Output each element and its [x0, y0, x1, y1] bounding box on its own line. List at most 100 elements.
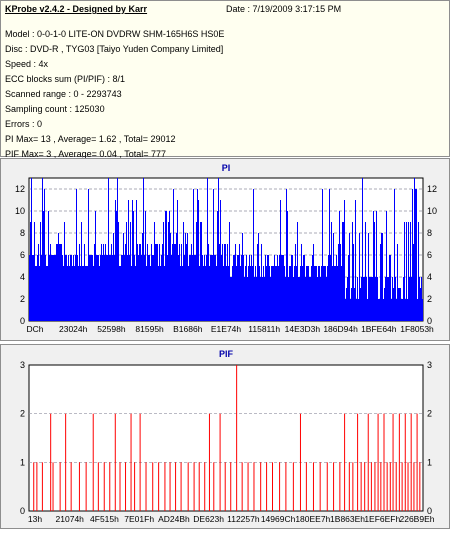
pi-ytick-label-right: 4	[427, 272, 432, 282]
pi-bar	[133, 211, 134, 321]
pif-chart-title: PIF	[219, 349, 234, 359]
pi-bar	[308, 266, 309, 321]
pi-bar	[220, 200, 221, 321]
pi-bar	[90, 255, 91, 321]
pi-ytick-label-left: 12	[15, 184, 25, 194]
pi-bar	[405, 299, 406, 321]
pi-bar	[412, 189, 413, 321]
pi-bar	[94, 244, 95, 321]
pi-bar	[106, 255, 107, 321]
pi-bar	[168, 222, 169, 321]
pi-bar	[338, 244, 339, 321]
pi-xtick-label: 14E3D3h	[285, 324, 321, 334]
pi-bar	[388, 277, 389, 321]
pi-bar	[331, 222, 332, 321]
pi-bar	[197, 189, 198, 321]
pi-bar	[161, 255, 162, 321]
pi-bar	[307, 266, 308, 321]
pi-bar	[135, 266, 136, 321]
pi-bar	[401, 299, 402, 321]
pi-bar	[397, 244, 398, 321]
pi-bar	[144, 255, 145, 321]
pi-bar	[216, 266, 217, 321]
pi-bar	[34, 222, 35, 321]
pi-bar	[173, 189, 174, 321]
pi-bar	[365, 222, 366, 321]
pif-xtick-label: 13h	[28, 514, 42, 524]
pi-xtick-label: 81595h	[135, 324, 164, 334]
pi-bar	[375, 277, 376, 321]
pi-bar	[369, 277, 370, 321]
pi-bar	[151, 244, 152, 321]
pi-bar	[217, 211, 218, 321]
pi-bar	[105, 244, 106, 321]
pi-bar	[285, 277, 286, 321]
errors-line: Errors : 0	[5, 119, 43, 129]
pi-bar	[174, 244, 175, 321]
pi-bar	[287, 211, 288, 321]
pif-ytick-label-right: 1	[427, 457, 432, 467]
pi-bar	[247, 277, 248, 321]
pi-bar	[100, 255, 101, 321]
pif-xtick-label: 180EE7h	[295, 514, 330, 524]
pi-bar	[43, 211, 44, 321]
pi-bar	[131, 266, 132, 321]
pi-xtick-label: 23024h	[59, 324, 88, 334]
pi-bar	[364, 277, 365, 321]
pi-bar	[413, 244, 414, 321]
pi-bar	[367, 299, 368, 321]
pi-bar	[189, 255, 190, 321]
pi-bar	[215, 255, 216, 321]
pi-bar	[374, 222, 375, 321]
pi-bar	[345, 299, 346, 321]
pi-bar	[89, 255, 90, 321]
pi-bar	[52, 255, 53, 321]
pi-bar	[315, 266, 316, 321]
pi-bar	[280, 200, 281, 321]
pi-bar	[42, 178, 43, 321]
pi-bar	[127, 255, 128, 321]
pi-bar	[415, 189, 416, 321]
pi-bar	[202, 255, 203, 321]
pi-bar	[243, 255, 244, 321]
pi-bar	[53, 255, 54, 321]
pi-bar	[76, 189, 77, 321]
pi-bar	[416, 189, 417, 321]
pi-bar	[395, 277, 396, 321]
pi-bar	[376, 211, 377, 321]
pi-bar	[298, 277, 299, 321]
pi-bar	[152, 255, 153, 321]
pi-bar	[360, 288, 361, 321]
pif-ytick-label-right: 3	[427, 360, 432, 370]
pi-bar	[38, 244, 39, 321]
pi-bar	[196, 222, 197, 321]
pi-bar	[70, 255, 71, 321]
pi-bar	[115, 200, 116, 321]
pi-xtick-label: 1BFE64h	[361, 324, 397, 334]
pi-bar	[377, 277, 378, 321]
pi-bar	[259, 266, 260, 321]
pi-bar	[404, 222, 405, 321]
pi-bar	[346, 288, 347, 321]
pi-bar	[296, 266, 297, 321]
pi-bar	[194, 255, 195, 321]
pi-bar	[112, 255, 113, 321]
pi-bar	[108, 178, 109, 321]
pi-bar	[293, 277, 294, 321]
pi-bar	[304, 255, 305, 321]
pi-bar	[321, 266, 322, 321]
pi-bar	[190, 255, 191, 321]
pi-bar	[210, 255, 211, 321]
pi-bar	[136, 200, 137, 321]
pi-bar	[406, 222, 407, 321]
pi-bar	[213, 189, 214, 321]
pi-bar	[252, 266, 253, 321]
pi-bar	[349, 233, 350, 321]
pif-ytick-label-left: 0	[20, 506, 25, 516]
pi-stats-line: PI Max= 13 , Average= 1.62 , Total= 2901…	[5, 134, 176, 144]
pi-bar	[269, 266, 270, 321]
pi-bar	[150, 266, 151, 321]
pi-bar	[326, 277, 327, 321]
pi-bar	[126, 222, 127, 321]
pi-bar	[402, 299, 403, 321]
